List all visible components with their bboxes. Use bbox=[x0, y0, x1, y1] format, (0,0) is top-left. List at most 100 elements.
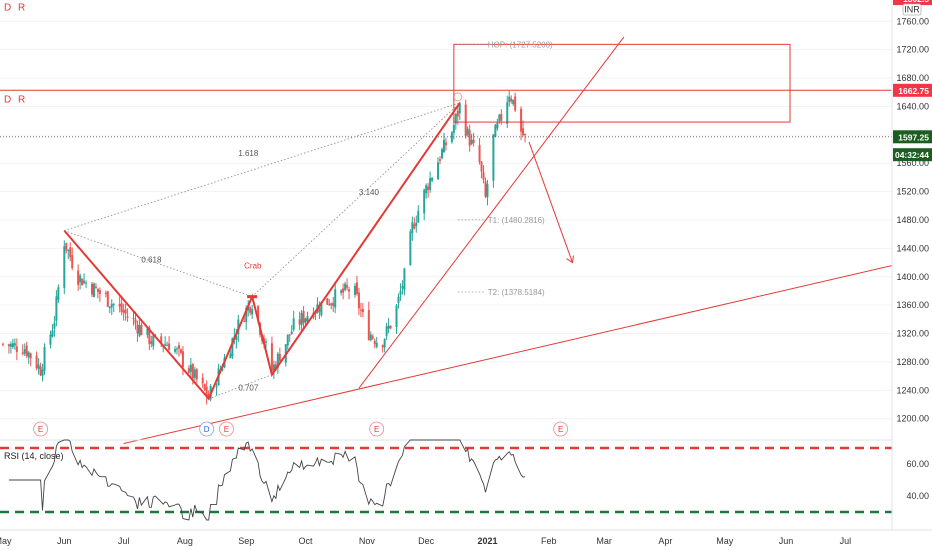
candle-body bbox=[375, 342, 378, 347]
price-badge-label-3: 1802.5 bbox=[903, 0, 929, 4]
candle-156 bbox=[437, 157, 440, 180]
candle-body bbox=[480, 161, 483, 172]
candle-4 bbox=[13, 338, 16, 350]
candle-146 bbox=[409, 229, 412, 266]
candle-body bbox=[397, 296, 400, 304]
candle-133 bbox=[371, 334, 374, 340]
event-marker-label-3: E bbox=[374, 425, 379, 434]
candle-124 bbox=[346, 278, 349, 291]
target-label-1: T1: (1480.2816) bbox=[488, 216, 545, 225]
candle-body bbox=[470, 139, 473, 145]
candle-body bbox=[77, 270, 80, 285]
candle-body bbox=[318, 307, 321, 312]
candle-121 bbox=[340, 289, 343, 296]
currency-badge-label: INR bbox=[904, 5, 920, 15]
candle-163 bbox=[454, 112, 457, 130]
ratio-line-xd bbox=[64, 102, 460, 232]
price-tick-label-11: 1640.00 bbox=[896, 101, 929, 111]
candle-130 bbox=[361, 303, 364, 318]
candle-body bbox=[346, 285, 349, 288]
candle-body bbox=[510, 98, 513, 102]
candle-body bbox=[7, 344, 10, 347]
candle-body bbox=[482, 172, 485, 180]
rsi-tick-label-0: 40.00 bbox=[906, 491, 929, 501]
candle-body bbox=[11, 343, 14, 347]
candle-147 bbox=[411, 216, 414, 241]
candle-body bbox=[383, 339, 386, 348]
candle-body bbox=[385, 326, 388, 336]
candle-183 bbox=[510, 95, 513, 104]
candle-62 bbox=[176, 346, 179, 355]
candle-17 bbox=[51, 324, 54, 338]
candle-10 bbox=[29, 352, 32, 367]
candle-body bbox=[231, 338, 234, 357]
time-tick-label-14: Jul bbox=[840, 536, 852, 546]
candle-body bbox=[134, 319, 137, 324]
candle-body bbox=[340, 290, 343, 293]
candle-body bbox=[251, 309, 254, 315]
price-axis[interactable]: 1200.00 1240.00 1280.00 1320.00 1360.00 1400.… bbox=[891, 0, 932, 550]
candle-body bbox=[112, 303, 115, 305]
candle-body bbox=[270, 343, 273, 372]
candle-body bbox=[415, 222, 418, 226]
candle-body bbox=[148, 327, 151, 344]
candle-40 bbox=[112, 302, 115, 313]
candle-body bbox=[272, 364, 275, 372]
candle-body bbox=[124, 309, 127, 314]
candle-body bbox=[243, 320, 246, 322]
candle-104 bbox=[290, 325, 293, 335]
candle-26 bbox=[77, 264, 80, 291]
candle-70 bbox=[195, 368, 198, 383]
candle-body bbox=[427, 186, 430, 190]
candle-53 bbox=[150, 335, 153, 348]
candle-body bbox=[278, 354, 281, 362]
candle-body bbox=[27, 352, 30, 358]
candle-body bbox=[37, 364, 40, 369]
candle-148 bbox=[413, 217, 416, 230]
candle-6 bbox=[21, 344, 24, 356]
candle-body bbox=[450, 132, 453, 143]
candle-51 bbox=[146, 328, 149, 339]
candle-body bbox=[221, 368, 224, 370]
crab-pattern-legs bbox=[63, 102, 461, 401]
candle-body bbox=[29, 353, 32, 359]
candle-body bbox=[306, 316, 309, 322]
candle-37 bbox=[106, 290, 109, 308]
price-tick-label-1: 1240.00 bbox=[896, 385, 929, 395]
time-tick-label-4: Sep bbox=[238, 536, 254, 546]
candle-154 bbox=[429, 171, 432, 193]
candle-43 bbox=[122, 303, 125, 321]
candle-95 bbox=[264, 338, 267, 349]
candle-body bbox=[423, 189, 426, 214]
candle-30 bbox=[85, 280, 88, 288]
price-badge-2 bbox=[893, 148, 932, 162]
candle-body bbox=[49, 334, 52, 345]
candle-body bbox=[484, 181, 487, 197]
candle-body bbox=[21, 352, 24, 354]
candle-66 bbox=[187, 365, 190, 375]
candle-body bbox=[417, 210, 420, 223]
candle-body bbox=[522, 128, 525, 136]
candle-body bbox=[94, 286, 97, 288]
candle-body bbox=[166, 345, 169, 347]
candle-body bbox=[348, 289, 351, 292]
time-axis[interactable]: May Jun Jul Aug Sep Oct Nov Dec 2021 Feb Mar Apr May… bbox=[0, 529, 932, 546]
candle-67 bbox=[189, 357, 192, 379]
candle-body bbox=[264, 341, 267, 343]
candle-body bbox=[353, 285, 356, 295]
candle-81 bbox=[229, 349, 232, 359]
candle-body bbox=[498, 114, 501, 121]
candle-127 bbox=[355, 275, 358, 296]
candle-141 bbox=[395, 304, 398, 334]
candle-body bbox=[413, 224, 416, 229]
candle-body bbox=[342, 288, 345, 293]
event-marker-0 bbox=[33, 421, 48, 437]
candle-65 bbox=[181, 346, 184, 376]
candle-118 bbox=[330, 302, 333, 310]
candle-125 bbox=[348, 286, 351, 300]
candle-body bbox=[494, 124, 497, 137]
candle-107 bbox=[300, 309, 303, 332]
candle-2 bbox=[9, 341, 12, 354]
